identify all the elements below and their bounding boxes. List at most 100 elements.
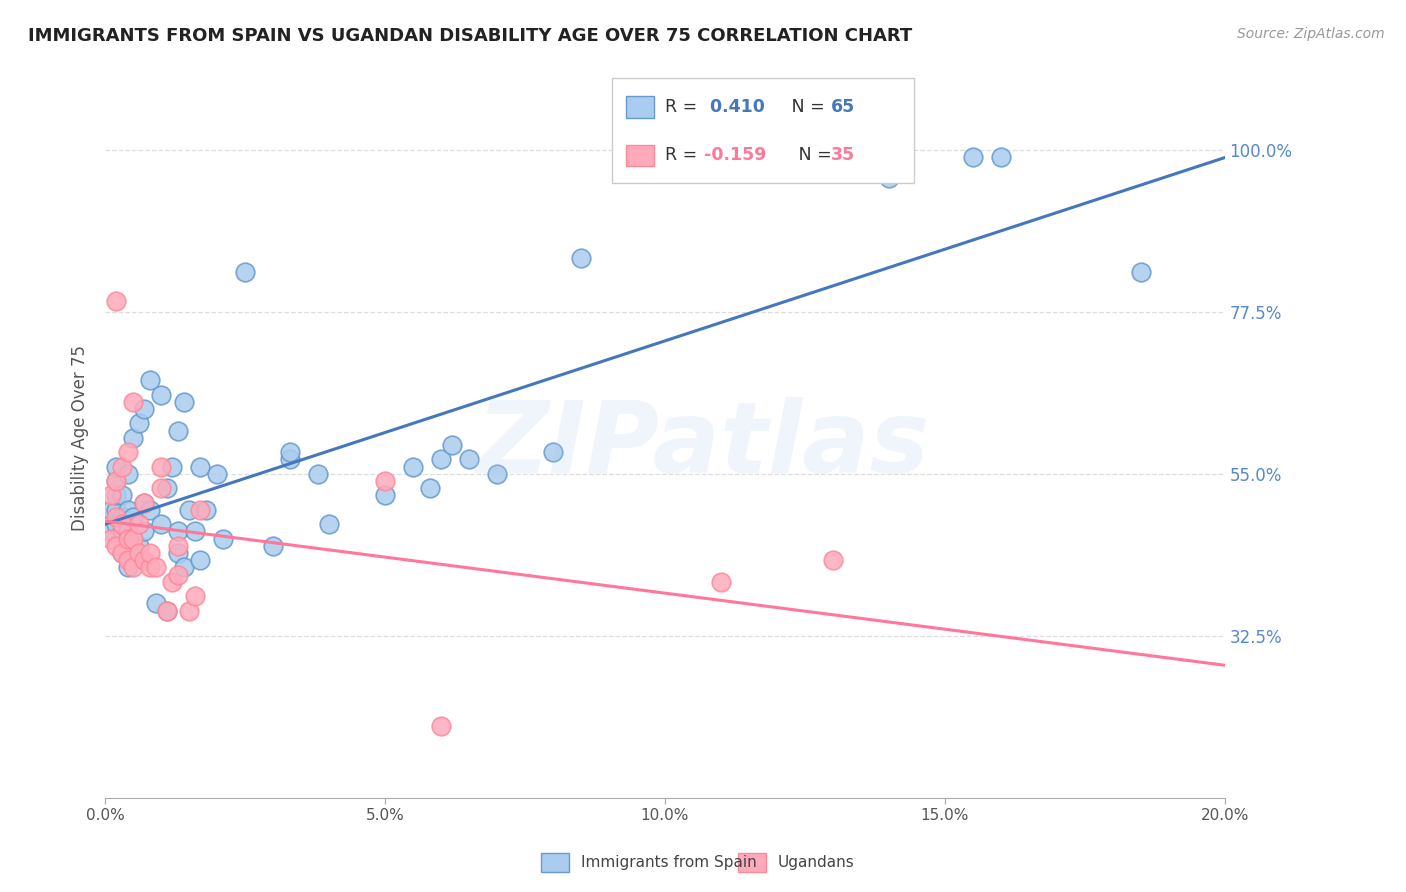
Point [100,488,122,502]
Point [105,510,128,524]
Text: -0.159: -0.159 [704,146,766,164]
Y-axis label: Disability Age Over 75: Disability Age Over 75 [72,344,89,531]
Point [162,574,184,589]
Point [105,474,128,488]
Text: Source: ZipAtlas.com: Source: ZipAtlas.com [1237,27,1385,41]
Point [139,373,162,387]
Text: Ugandans: Ugandans [778,855,855,870]
Point [278,445,301,459]
Point [134,495,156,509]
Point [179,604,201,618]
Point [111,546,134,560]
Point [134,495,156,509]
Point [430,452,453,467]
Point [100,503,122,517]
Point [569,251,592,265]
Point [111,510,134,524]
Point [156,604,179,618]
Point [962,150,984,164]
Point [117,553,139,567]
Point [134,524,156,539]
Point [122,546,145,560]
Point [167,424,190,438]
Point [441,438,464,452]
Point [156,481,179,495]
Point [105,474,128,488]
Point [173,560,195,574]
Text: N =: N = [782,146,837,164]
Point [374,488,396,502]
Point [184,589,207,603]
Point [821,553,844,567]
Point [162,459,184,474]
Point [150,459,173,474]
Point [117,467,139,481]
Point [128,517,150,532]
Point [167,524,190,539]
Point [150,517,173,532]
Point [167,546,190,560]
Point [117,445,139,459]
Text: N =: N = [775,98,830,116]
Point [402,459,425,474]
Point [190,503,212,517]
Point [111,517,134,532]
Point [117,524,139,539]
Point [190,553,212,567]
Point [100,532,122,546]
Point [374,474,396,488]
Point [111,524,134,539]
Text: ZIPatlas: ZIPatlas [477,398,929,494]
Point [150,387,173,401]
Point [122,431,145,445]
Point [318,517,340,532]
Point [233,265,256,279]
Point [419,481,441,495]
Text: IMMIGRANTS FROM SPAIN VS UGANDAN DISABILITY AGE OVER 75 CORRELATION CHART: IMMIGRANTS FROM SPAIN VS UGANDAN DISABIL… [28,27,912,45]
Text: R =: R = [665,98,703,116]
Point [117,539,139,553]
Text: 0.410: 0.410 [704,98,765,116]
Text: 65: 65 [831,98,855,116]
Point [134,553,156,567]
Point [541,445,564,459]
Point [117,560,139,574]
Point [128,417,150,431]
Point [128,546,150,560]
Point [278,452,301,467]
Point [145,597,167,611]
Point [122,510,145,524]
Point [430,719,453,733]
Point [122,560,145,574]
Text: R =: R = [665,146,703,164]
Point [307,467,329,481]
Point [139,546,162,560]
Point [150,481,173,495]
Point [710,574,733,589]
Point [105,539,128,553]
Point [117,503,139,517]
Point [167,567,190,582]
Point [105,503,128,517]
Point [877,171,900,186]
Point [100,524,122,539]
Point [139,560,162,574]
Point [205,467,228,481]
Point [458,452,481,467]
Point [111,546,134,560]
Point [190,459,212,474]
Point [134,401,156,416]
Point [111,459,134,474]
Point [111,488,134,502]
Point [486,467,509,481]
Point [122,532,145,546]
Point [122,394,145,409]
Point [105,293,128,308]
Point [211,532,233,546]
Point [145,560,167,574]
Point [1129,265,1152,279]
Point [184,524,207,539]
Point [122,532,145,546]
Point [173,394,195,409]
Text: Immigrants from Spain: Immigrants from Spain [581,855,756,870]
